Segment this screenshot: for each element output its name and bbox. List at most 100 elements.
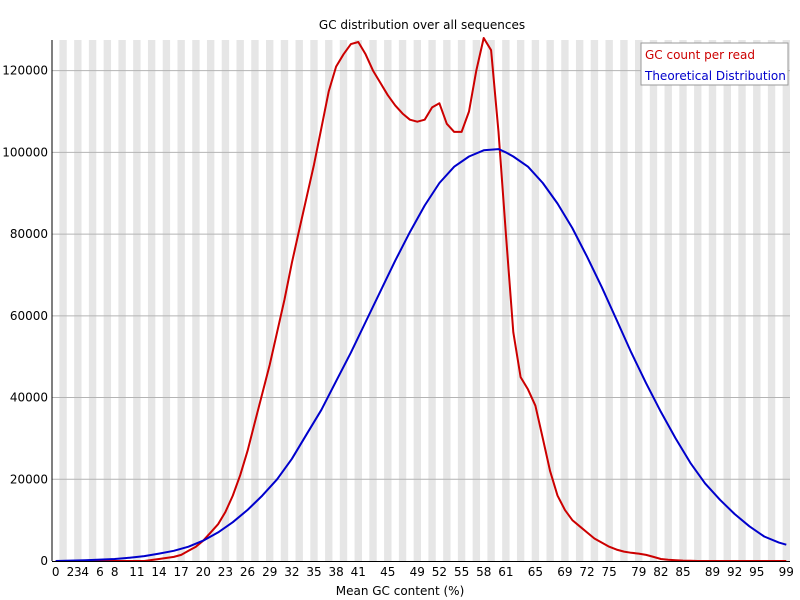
background-band	[443, 40, 451, 561]
background-band	[694, 40, 702, 561]
axes	[51, 40, 790, 562]
x-tick-label: 65	[528, 565, 543, 579]
x-tick-label: 14	[151, 565, 166, 579]
background-band	[472, 40, 481, 561]
x-tick-label: 26	[240, 565, 255, 579]
legend: GC count per read Theoretical Distributi…	[640, 42, 789, 86]
x-tick-label: 72	[579, 565, 594, 579]
background-band	[236, 40, 244, 561]
x-tick-label: 41	[351, 565, 366, 579]
background-band	[620, 40, 628, 561]
y-tick-label: 100000	[2, 145, 48, 159]
background-band	[369, 40, 377, 561]
background-band	[177, 40, 185, 561]
y-tick-label: 40000	[10, 391, 48, 405]
x-tick-label: 35	[306, 565, 321, 579]
background-band	[516, 40, 525, 561]
x-tick-label: 52	[432, 565, 447, 579]
x-tick-label: 45	[380, 565, 395, 579]
x-tick-label: 20	[196, 565, 211, 579]
background-band	[88, 40, 97, 561]
background-band	[118, 40, 126, 561]
x-tick-label: 38	[328, 565, 343, 579]
background-band	[310, 40, 318, 561]
background-band	[74, 40, 82, 561]
x-tick-label: 55	[454, 565, 469, 579]
x-tick-label: 0	[52, 565, 60, 579]
x-tick-label: 75	[602, 565, 617, 579]
x-tick-label: 2	[67, 565, 75, 579]
background-band	[590, 40, 599, 561]
background-band	[487, 40, 495, 561]
background-band	[753, 40, 761, 561]
y-tick-labels: 0 20000 40000 60000 80000 100000 120000	[2, 64, 48, 568]
background-band	[561, 40, 569, 561]
x-tick-label: 11	[129, 565, 144, 579]
background-band	[206, 40, 215, 561]
x-tick-label: 17	[174, 565, 189, 579]
background-band	[679, 40, 687, 561]
x-tick-label: 89	[705, 565, 720, 579]
background-band	[502, 40, 510, 561]
x-tick-label: 69	[557, 565, 572, 579]
background-band	[428, 40, 436, 561]
background-band	[103, 40, 112, 561]
legend-entry-gc-count: GC count per read	[645, 48, 755, 62]
background-band	[339, 40, 348, 561]
x-tick-label: 82	[653, 565, 668, 579]
x-tick-label: 99	[779, 565, 794, 579]
series-line-theoretical	[55, 148, 787, 562]
y-tick-label: 0	[40, 554, 48, 568]
background-band	[664, 40, 672, 561]
background-band	[457, 40, 466, 561]
background-band	[192, 40, 200, 561]
gridlines	[52, 70, 790, 480]
legend-entry-theoretical: Theoretical Distribution	[644, 69, 786, 83]
y-tick-label: 60000	[10, 309, 48, 323]
chart-title: GC distribution over all sequences	[319, 18, 525, 32]
background-band	[635, 40, 643, 561]
background-band	[575, 40, 584, 561]
background-band	[738, 40, 746, 561]
background-band	[398, 40, 407, 561]
x-tick-label: 49	[410, 565, 425, 579]
legend-box	[640, 42, 789, 86]
x-tick-label: 6	[96, 565, 104, 579]
x-axis-label: Mean GC content (%)	[336, 584, 465, 598]
background-band	[221, 40, 230, 561]
background-band	[325, 40, 333, 561]
background-band	[295, 40, 303, 561]
background-band	[767, 40, 776, 561]
y-tick-label: 80000	[10, 227, 48, 241]
x-tick-label: 23	[218, 565, 233, 579]
x-tick-labels: 0 2 3 4 6 8 11 14 17 20 23 26 29 32 35 38 41 45 49 52 55 58 61…	[52, 565, 794, 579]
x-tick-label: 58	[476, 565, 491, 579]
y-tick-label: 20000	[10, 472, 48, 486]
y-tick-label: 120000	[2, 64, 48, 78]
background-band	[133, 40, 141, 561]
x-tick-label: 85	[675, 565, 690, 579]
x-tick-label: 29	[262, 565, 277, 579]
background-band	[147, 40, 156, 561]
x-tick-label: 8	[111, 565, 119, 579]
background-band	[649, 40, 658, 561]
x-tick-label: 4	[81, 565, 89, 579]
background-band	[413, 40, 421, 561]
background-band	[266, 40, 274, 561]
x-tick-label: 3	[74, 565, 82, 579]
x-tick-label: 32	[284, 565, 299, 579]
background-band	[708, 40, 717, 561]
series-lines	[55, 37, 787, 562]
x-tick-label: 92	[727, 565, 742, 579]
series-line-gc-count	[55, 37, 787, 562]
x-tick-label: 79	[631, 565, 646, 579]
background-band	[354, 40, 362, 561]
background-band	[605, 40, 613, 561]
background-band	[59, 40, 67, 561]
background-band	[251, 40, 259, 561]
background-band	[384, 40, 392, 561]
background-band	[723, 40, 731, 561]
background-band	[162, 40, 171, 561]
